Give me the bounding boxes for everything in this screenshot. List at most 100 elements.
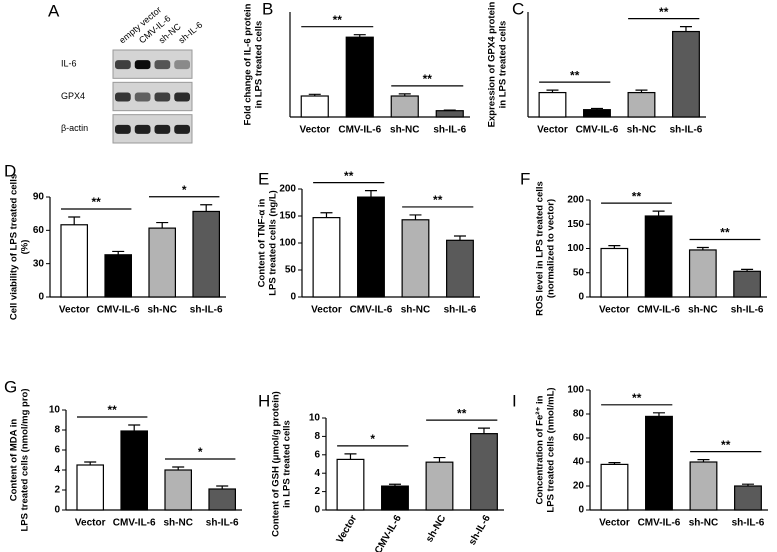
y-tick-label: 6	[314, 449, 320, 460]
error-bar	[443, 109, 456, 111]
y-tick-label: 0	[38, 292, 44, 303]
blot-strip	[112, 49, 193, 79]
error-bar	[388, 483, 401, 487]
panel-letter: F	[520, 169, 530, 188]
panel-letter: I	[512, 391, 517, 410]
error-bar	[353, 34, 366, 38]
y-axis-title: in LPS treated cells	[282, 420, 293, 508]
error-bar	[652, 210, 665, 217]
x-tick-label: sh-NC	[401, 305, 430, 316]
bar	[627, 91, 656, 118]
error-bar	[679, 26, 692, 32]
y-tick-label: 40	[573, 457, 585, 468]
bar	[357, 196, 385, 298]
x-tick-label: Vector	[599, 305, 630, 316]
error-bar	[741, 483, 754, 486]
error-bar	[697, 459, 710, 462]
significance-label: *	[370, 432, 375, 446]
row-label: IL-6	[61, 59, 77, 69]
error-bar	[652, 412, 665, 417]
error-bar	[696, 246, 709, 250]
bar	[120, 430, 148, 511]
bar	[645, 415, 673, 511]
error-bar	[608, 462, 621, 465]
bar	[600, 463, 629, 511]
bar	[345, 36, 374, 118]
bar	[300, 95, 329, 118]
bar	[583, 109, 611, 118]
y-axis-title: Content of TNF-α in	[257, 198, 268, 287]
significance-label: **	[632, 189, 642, 203]
significance-label: **	[333, 13, 343, 27]
x-tick-label: CMV-IL-6	[638, 518, 681, 529]
significance-label: **	[344, 169, 354, 183]
error-bar	[68, 216, 81, 225]
y-tick-label: 8	[54, 425, 60, 436]
error-bar	[409, 214, 422, 220]
bar	[688, 249, 717, 298]
x-tick-label: Vector	[335, 513, 360, 545]
y-axis-title: Fold change of IL-6 protein	[243, 3, 254, 125]
x-tick-label: sh-IL-6	[433, 125, 466, 136]
y-tick-label: 2	[54, 485, 60, 496]
panel-letter: A	[48, 1, 60, 20]
x-tick-label: sh-NC	[688, 305, 717, 316]
bar	[148, 227, 176, 298]
y-tick-label: 150	[567, 219, 584, 230]
blot-band	[174, 124, 190, 134]
bar	[470, 433, 498, 511]
error-bar	[200, 204, 213, 212]
x-tick-label: CMV-IL-6	[113, 518, 156, 529]
x-tick-label: sh-IL-6	[190, 305, 223, 316]
bar	[164, 469, 192, 511]
error-bar	[344, 453, 357, 460]
y-tick-label: 10	[49, 405, 61, 416]
y-tick-label: 30	[33, 258, 45, 269]
panel-letter: G	[4, 377, 17, 396]
bar	[336, 458, 365, 511]
significance-label: **	[632, 391, 642, 405]
blot-band	[174, 60, 190, 70]
blot-band	[134, 60, 151, 70]
y-tick-label: 4	[314, 468, 320, 479]
bar	[390, 95, 419, 118]
y-tick-label: 0	[578, 505, 584, 516]
row-label: GPX4	[61, 91, 85, 101]
significance-label: **	[720, 226, 730, 240]
y-axis-title: Cell viability of LPS treated cells	[9, 174, 20, 320]
error-bar	[156, 221, 169, 229]
lane-label: sh-IL-6	[177, 20, 205, 46]
y-tick-label: 60	[573, 433, 585, 444]
blot-band	[174, 92, 190, 102]
bar	[446, 239, 474, 298]
error-bar	[590, 107, 603, 110]
error-bar	[172, 466, 185, 470]
y-tick-label: 0	[54, 505, 60, 516]
panel-letter: H	[258, 391, 270, 410]
error-bar	[216, 485, 229, 489]
y-tick-label: 4	[54, 465, 60, 476]
y-tick-label: 8	[314, 431, 320, 442]
significance-label: **	[659, 5, 669, 19]
y-tick-label: 50	[285, 265, 297, 276]
panel-letter: D	[4, 161, 16, 180]
significance-label: **	[92, 195, 102, 209]
bar	[76, 464, 104, 511]
x-tick-label: sh-IL-6	[731, 305, 764, 316]
x-tick-label: sh-IL-6	[732, 518, 765, 529]
panel-letter: E	[258, 169, 269, 188]
bar	[425, 461, 454, 511]
blot-band	[115, 124, 131, 134]
y-axis-title: Expression of GPX4 protein	[487, 1, 498, 127]
x-tick-label: sh-NC	[390, 125, 419, 136]
significance-label: **	[423, 72, 433, 86]
blot-band	[115, 60, 131, 70]
x-tick-label: sh-NC	[424, 513, 448, 544]
x-tick-label: Vector	[311, 305, 342, 316]
error-bar	[433, 456, 446, 463]
bar	[381, 485, 409, 511]
y-tick-label: 100	[567, 243, 584, 254]
y-tick-label: 50	[573, 267, 585, 278]
x-tick-label: Vector	[599, 518, 630, 529]
